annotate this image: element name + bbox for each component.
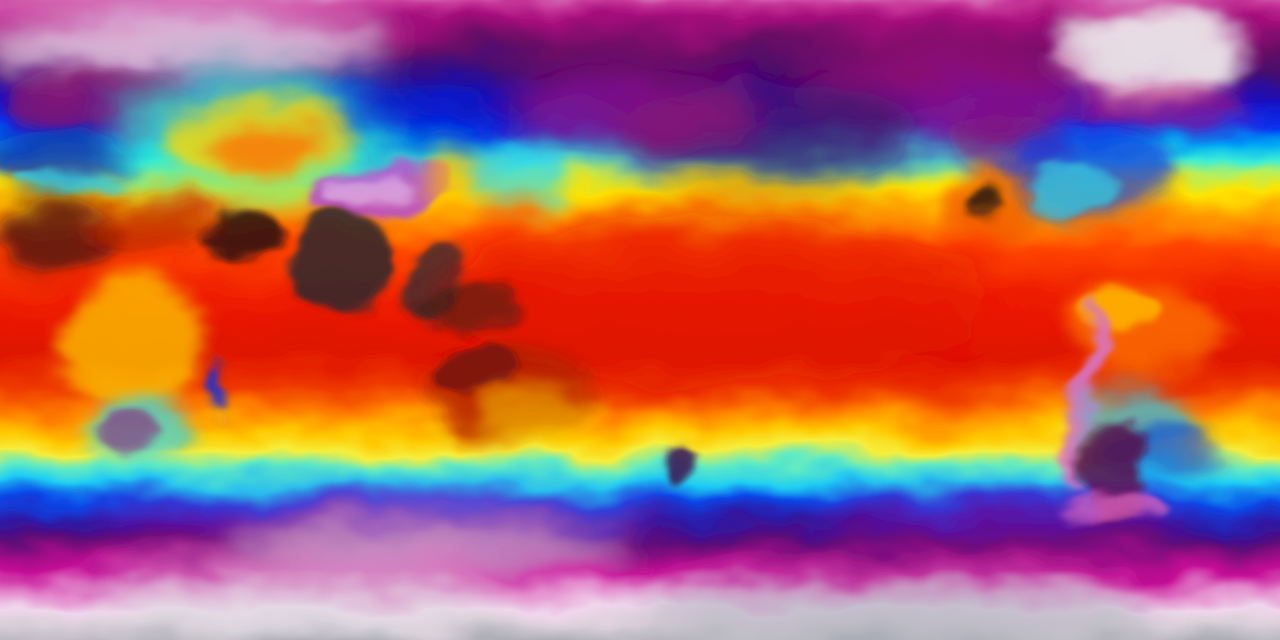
map-feature-russia-warm-orange [210,124,320,176]
map-feature-india-extreme-heat-dark [290,213,390,317]
map-feature-madagascar-cool-blue [213,366,231,418]
map-feature-drake-pink-streak [1060,500,1156,524]
map-feature-antarctica-white-coast [90,560,510,630]
map-feature-australia-yellow-fringe [485,387,605,443]
map-feature-siberia-dark-blue [330,70,510,150]
map-feature-pacific-equator-deep-red [450,215,990,385]
map-feature-mediterranean-cyan [10,172,130,198]
map-feature-australia-dark-core [433,346,523,398]
map-feature-antarctic-pale-swirl [230,517,630,573]
map-feature-us-east-cool-cyan [1027,166,1117,210]
map-feature-arabia-heat-dark [200,209,280,261]
map-feature-us-west-heat-dark [973,189,997,221]
map-feature-indonesia-heat-speckle [415,291,525,329]
map-feature-japan-sea-cyan [475,137,565,213]
map-feature-amazon-yellow [1085,295,1165,335]
map-feature-sahara-red-core [90,194,210,250]
map-feature-patagonia-cold-dark [1079,412,1145,528]
map-feature-tibet-snow-pale [325,172,415,204]
map-feature-greenland-ice-pale [1055,7,1245,103]
map-feature-n-pacific-crimson [500,65,760,155]
map-feature-new-zealand-cold-dark [661,447,695,489]
map-feature-greenland-magenta-ring [1080,79,1250,131]
map-regional-features [0,7,1250,640]
map-feature-africa-interior-yellow [63,277,207,413]
map-feature-arctic-pale-swirl [0,7,390,83]
map-feature-antarctica-gray-interior [640,577,1160,640]
map-feature-south-africa-magenta [102,412,154,452]
map-feature-andes-pink-stripe [1068,300,1104,500]
